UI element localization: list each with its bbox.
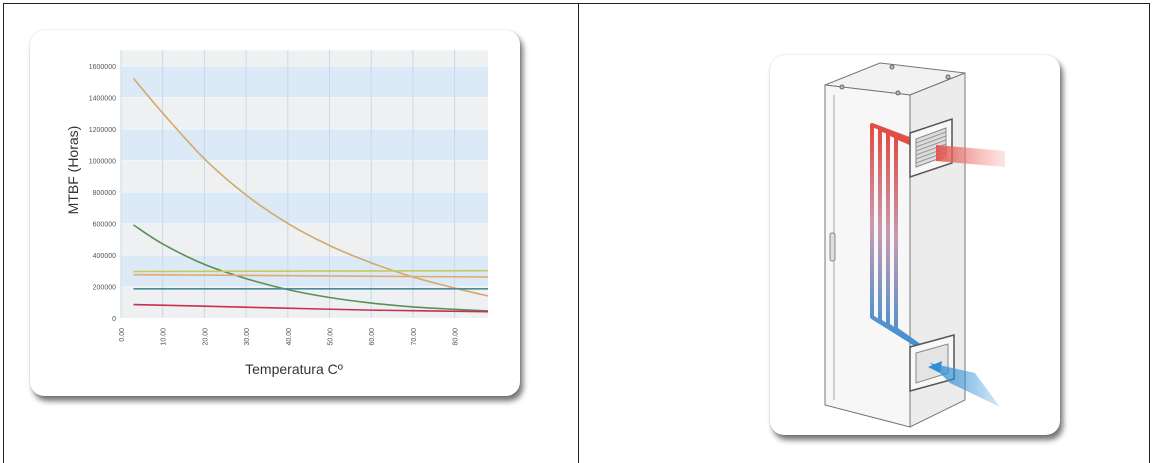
series-line [133,303,489,313]
y-tick-label: 800000 [93,190,116,197]
series-line [133,224,489,312]
grid-band [121,65,488,98]
x-axis-label: Temperatura Cº [245,361,343,377]
series-line [133,273,489,278]
grid-band [121,191,488,224]
table-frame [3,3,1150,463]
x-tick-label: 60.00 [369,328,376,346]
cabinet-airflow-icon [824,62,1005,428]
chart-card: 0 200000 400000 600000 800000 1000000 1200000 1… [30,30,520,396]
y-tick-label: 200000 [93,284,116,291]
y-tick-label: 1600000 [89,64,116,71]
x-tick-label: 70.00 [411,328,418,346]
grid-band [121,128,488,161]
grid-band [121,50,488,66]
mtbf-chart: 0 200000 400000 600000 800000 1000000 1200000 1… [65,49,489,377]
y-tick-label: 400000 [93,253,116,260]
grid-band [121,286,488,318]
cabinet-diagram-card [770,55,1060,435]
x-tick-label: 10.00 [161,328,168,346]
y-tick-label: 1200000 [89,127,116,134]
grid-band [121,223,488,255]
x-tick-label: 20.00 [202,328,209,346]
y-tick-label: 0 [112,316,116,323]
series-line [133,269,489,273]
grid-band [121,97,488,129]
x-tick-label: 0.00 [119,328,126,342]
y-tick-label: 1000000 [89,158,116,165]
series-line [132,77,489,297]
y-tick-label: 1400000 [89,95,116,102]
x-tick-label: 80.00 [453,328,460,346]
grid-band [121,160,488,192]
y-tick-label: 600000 [93,221,116,228]
y-axis-label: MTBF (Horas) [65,126,81,215]
x-tick-label: 40.00 [286,328,293,346]
table-cell-divider [578,3,579,463]
x-tick-label: 30.00 [244,328,251,346]
x-tick-label: 50.00 [328,328,335,346]
